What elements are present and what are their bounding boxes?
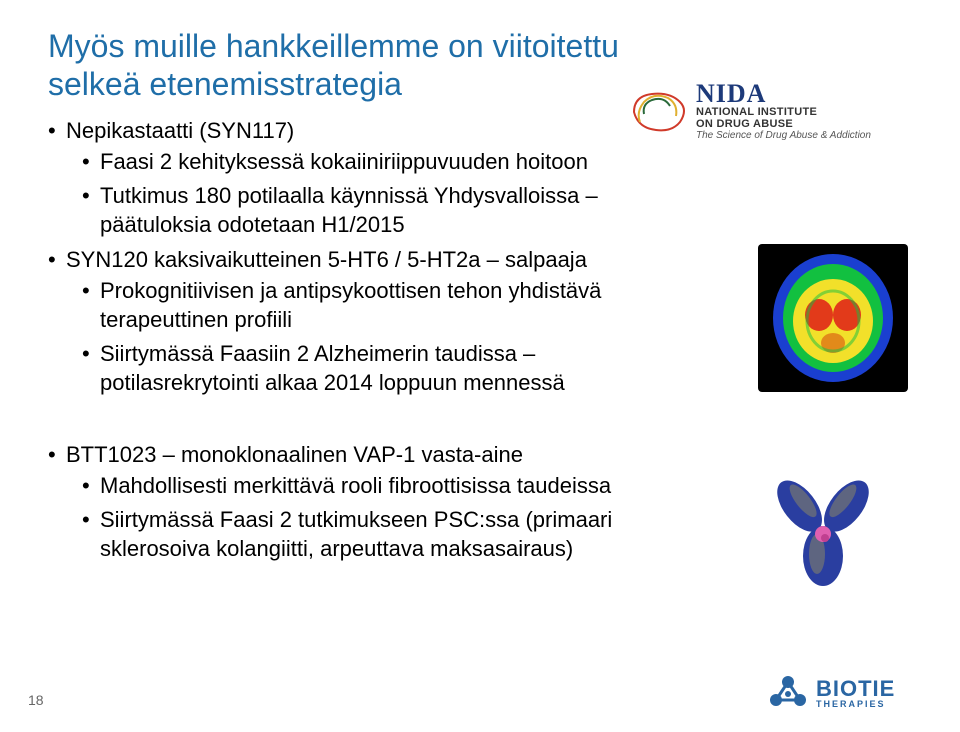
biotie-logo: BIOTIE THERAPIES: [768, 672, 928, 716]
sub-item: Siirtymässä Faasiin 2 Alzheimerin taudis…: [66, 340, 618, 397]
bullet-block-3: BTT1023 – monoklonaalinen VAP-1 vasta-ai…: [48, 442, 618, 564]
page-number: 18: [28, 692, 44, 708]
nida-tagline: The Science of Drug Abuse & Addiction: [696, 131, 871, 142]
item-nepikastaatti: Nepikastaatti (SYN117) Faasi 2 kehitykse…: [48, 118, 618, 240]
sub-item: Mahdollisesti merkittävä rooli fibrootti…: [66, 472, 618, 501]
slide: Myös muille hankkeillemme on viitoitettu…: [0, 0, 960, 732]
nida-line3: ON DRUG ABUSE: [696, 119, 871, 131]
item-label: SYN120 kaksivaikutteinen 5-HT6 / 5-HT2a …: [66, 247, 587, 272]
sublist: Faasi 2 kehityksessä kokaiiniriippuvuude…: [66, 148, 618, 240]
item-label: Nepikastaatti (SYN117): [66, 118, 294, 143]
nida-text: NIDA NATIONAL INSTITUTE ON DRUG ABUSE Th…: [696, 80, 871, 142]
biotie-name: BIOTIE: [816, 679, 895, 700]
item-syn120: SYN120 kaksivaikutteinen 5-HT6 / 5-HT2a …: [48, 247, 618, 397]
sublist: Mahdollisesti merkittävä rooli fibrootti…: [66, 472, 618, 564]
page-title: Myös muille hankkeillemme on viitoitettu…: [48, 28, 708, 104]
antibody-image: [758, 466, 888, 596]
item-btt1023: BTT1023 – monoklonaalinen VAP-1 vasta-ai…: [48, 442, 618, 564]
sub-item: Faasi 2 kehityksessä kokaiiniriippuvuude…: [66, 148, 618, 177]
bullet-block-1: Nepikastaatti (SYN117) Faasi 2 kehitykse…: [48, 118, 618, 240]
bullet-block-2: SYN120 kaksivaikutteinen 5-HT6 / 5-HT2a …: [48, 247, 618, 397]
biotie-icon: [768, 674, 808, 714]
nida-icon: [630, 88, 688, 134]
sub-item: Prokognitiivisen ja antipsykoottisen teh…: [66, 277, 618, 334]
biotie-sub: THERAPIES: [816, 700, 895, 709]
sublist: Prokognitiivisen ja antipsykoottisen teh…: [66, 277, 618, 397]
brain-scan-image: [758, 244, 908, 392]
item-label: BTT1023 – monoklonaalinen VAP-1 vasta-ai…: [66, 442, 523, 467]
nida-logo-block: NIDA NATIONAL INSTITUTE ON DRUG ABUSE Th…: [630, 80, 930, 142]
sub-item: Tutkimus 180 potilaalla käynnissä Yhdysv…: [66, 182, 618, 239]
nida-name: NIDA: [696, 80, 871, 107]
sub-item: Siirtymässä Faasi 2 tutkimukseen PSC:ssa…: [66, 506, 618, 563]
biotie-text: BIOTIE THERAPIES: [816, 679, 895, 708]
